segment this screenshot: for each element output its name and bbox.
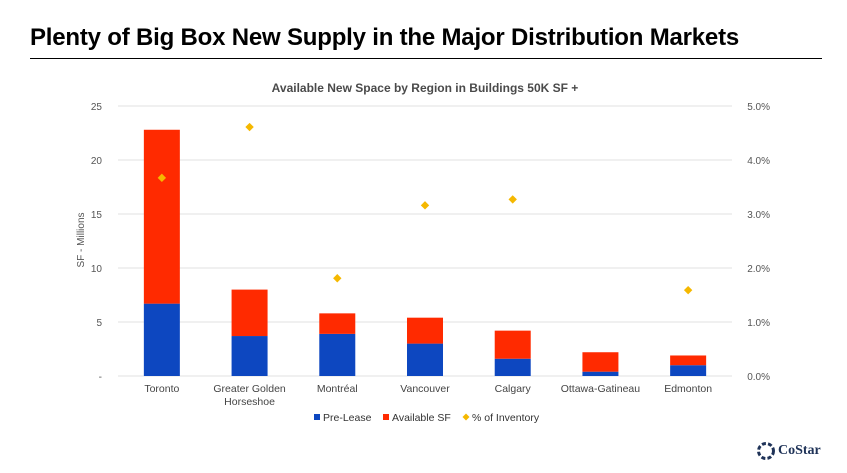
- y-tick-label: 10: [91, 264, 103, 275]
- bar-available-sf: [319, 313, 356, 334]
- y-tick-label: 25: [91, 102, 103, 113]
- bar-available-sf: [670, 355, 707, 366]
- title-divider: [30, 58, 822, 59]
- y-tick-label: 5: [96, 318, 102, 329]
- y-right-tick-label: 0.0%: [747, 372, 770, 383]
- x-tick-label: Ottawa-Gatineau: [561, 383, 641, 395]
- inventory-marker: [683, 285, 693, 295]
- bar-available-sf: [407, 317, 443, 344]
- x-tick-label-line: Horseshoe: [224, 396, 275, 408]
- costar-logo-icon: [757, 442, 775, 460]
- bar-available-sf: [494, 330, 531, 359]
- inventory-marker: [157, 173, 167, 183]
- x-tick-label: Calgary: [495, 383, 532, 395]
- axes: - 5 10 15 20 25 0.0% 1.0% 2.0% 3.0% 4.0% 5.0% Toront…: [91, 102, 770, 408]
- legend-swatch: [462, 413, 470, 421]
- y-tick-label: 20: [91, 156, 103, 167]
- bar-pre-lease: [407, 343, 443, 376]
- x-tick-label-line: Montréal: [317, 383, 358, 395]
- bar-available-sf: [231, 289, 268, 337]
- bar-pre-lease: [670, 365, 707, 376]
- legend-swatch: [383, 414, 389, 420]
- legend-label: Pre-Lease: [323, 412, 372, 424]
- x-tick-label-line: Calgary: [495, 383, 532, 395]
- x-tick-label-line: Toronto: [144, 383, 179, 395]
- bar-pre-lease: [143, 303, 180, 376]
- inventory-marker: [420, 201, 430, 210]
- inventory-marker: [508, 195, 517, 204]
- bars: [143, 129, 707, 376]
- legend: Pre-Lease Available SF % of Inventory: [314, 412, 540, 424]
- x-tick-label: Montréal: [317, 383, 358, 395]
- legend-swatch: [314, 414, 320, 420]
- inventory-marker: [245, 122, 254, 132]
- inventory-marker: [333, 274, 342, 283]
- bar-pre-lease: [319, 333, 356, 376]
- x-tick-label: Vancouver: [400, 383, 450, 395]
- y-right-tick-label: 1.0%: [747, 318, 770, 329]
- costar-logo-text: CoStar: [778, 443, 821, 458]
- y-axis-label: SF - Millions: [76, 212, 87, 267]
- bar-pre-lease: [231, 336, 268, 376]
- inventory-markers: [157, 122, 693, 295]
- x-tick-label-line: Greater Golden: [213, 383, 286, 395]
- x-tick-label: Greater Golden Horseshoe: [213, 383, 286, 408]
- bar-available-sf: [143, 129, 180, 304]
- chart-title: Available New Space by Region in Buildin…: [272, 81, 579, 95]
- costar-logo: CoStar: [757, 442, 821, 460]
- x-tick-label: Toronto: [144, 383, 179, 395]
- y-tick-label: -: [99, 372, 102, 383]
- y-right-tick-label: 2.0%: [747, 264, 770, 275]
- x-tick-label-line: Vancouver: [400, 383, 450, 395]
- y-right-tick-label: 5.0%: [747, 102, 770, 113]
- y-right-tick-label: 3.0%: [747, 210, 770, 221]
- y-tick-label: 15: [91, 210, 103, 221]
- bar-pre-lease: [582, 371, 619, 376]
- x-tick-label: Edmonton: [664, 383, 712, 395]
- bar-pre-lease: [494, 358, 531, 376]
- bar-available-sf: [582, 352, 619, 372]
- legend-label: Available SF: [392, 412, 451, 424]
- x-tick-label-line: Ottawa-Gatineau: [561, 383, 641, 395]
- legend-label: % of Inventory: [472, 412, 540, 424]
- x-tick-label-line: Edmonton: [664, 383, 712, 395]
- slide-title: Plenty of Big Box New Supply in the Majo…: [30, 24, 740, 51]
- y-right-tick-label: 4.0%: [747, 156, 770, 167]
